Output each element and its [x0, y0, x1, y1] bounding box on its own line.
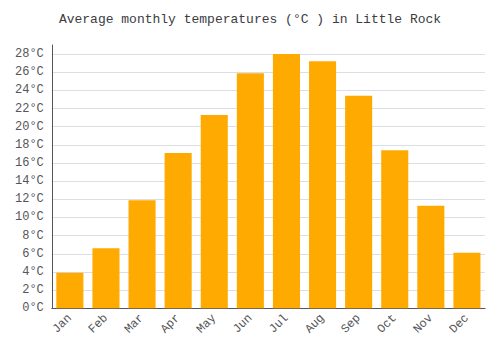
- svg-text:16°C: 16°C: [15, 156, 44, 170]
- svg-text:28°C: 28°C: [15, 47, 44, 61]
- svg-text:0°C: 0°C: [22, 301, 44, 315]
- svg-text:8°C: 8°C: [22, 229, 44, 243]
- svg-text:18°C: 18°C: [15, 138, 44, 152]
- svg-text:22°C: 22°C: [15, 102, 44, 116]
- svg-text:2°C: 2°C: [22, 283, 44, 297]
- svg-text:Average monthly temperatures (: Average monthly temperatures (°C ) in Li…: [59, 12, 441, 27]
- svg-text:20°C: 20°C: [15, 120, 44, 134]
- svg-text:Dec: Dec: [447, 311, 472, 336]
- svg-text:12°C: 12°C: [15, 192, 44, 206]
- svg-text:Nov: Nov: [411, 311, 436, 336]
- svg-text:Jan: Jan: [50, 311, 75, 336]
- svg-text:6°C: 6°C: [22, 247, 44, 261]
- svg-text:24°C: 24°C: [15, 83, 44, 97]
- svg-text:Aug: Aug: [302, 311, 327, 336]
- svg-text:26°C: 26°C: [15, 65, 44, 79]
- svg-text:Oct: Oct: [375, 311, 400, 336]
- svg-text:10°C: 10°C: [15, 210, 44, 224]
- svg-text:Feb: Feb: [86, 311, 111, 336]
- svg-text:4°C: 4°C: [22, 265, 44, 279]
- svg-text:Jun: Jun: [230, 311, 255, 336]
- svg-text:May: May: [194, 311, 219, 336]
- svg-text:Apr: Apr: [158, 311, 183, 336]
- svg-text:Jul: Jul: [266, 311, 291, 336]
- svg-text:Sep: Sep: [338, 311, 363, 336]
- svg-text:Mar: Mar: [122, 311, 147, 336]
- svg-text:14°C: 14°C: [15, 174, 44, 188]
